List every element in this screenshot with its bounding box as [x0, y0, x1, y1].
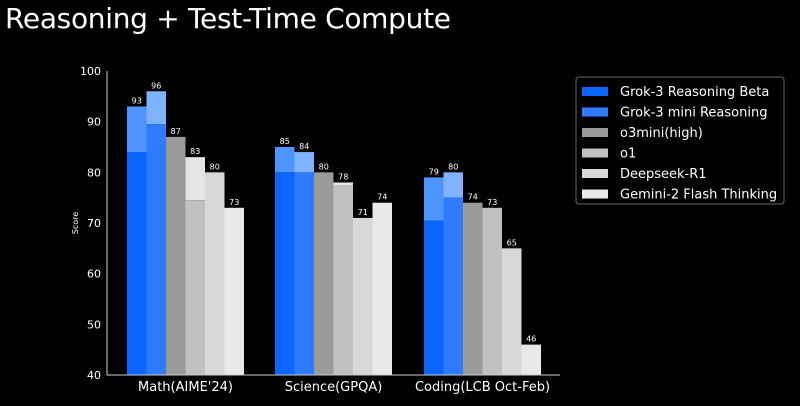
data-label: 87 [171, 127, 181, 136]
y-tick-label: 50 [87, 318, 101, 331]
x-tick-label: Coding(LCB Oct-Feb) [415, 380, 550, 395]
data-label: 80 [448, 162, 458, 171]
bar-top [424, 177, 444, 221]
legend [575, 76, 785, 205]
bar [372, 202, 392, 375]
legend-swatch [582, 107, 608, 117]
data-label: 80 [210, 162, 220, 171]
data-label: 73 [487, 198, 497, 207]
bar [333, 185, 353, 375]
legend-label: o1 [620, 147, 636, 162]
y-tick-label: 70 [87, 217, 101, 230]
slide-title: Reasoning + Test-Time Compute [5, 2, 451, 35]
bar-top [443, 172, 463, 198]
bar-top [185, 157, 205, 201]
bar [521, 344, 541, 375]
data-label: 83 [190, 147, 200, 156]
data-label: 93 [132, 96, 142, 105]
data-label: 85 [280, 137, 290, 146]
data-label: 80 [319, 162, 329, 171]
bar [146, 124, 166, 375]
legend-swatch [582, 189, 608, 199]
legend-label: o3mini(high) [620, 126, 703, 141]
y-tick-label: 80 [87, 166, 101, 179]
bar [275, 172, 295, 375]
legend-swatch [582, 87, 608, 96]
data-label: 96 [151, 81, 161, 90]
data-label: 46 [526, 335, 536, 344]
data-label: 73 [229, 198, 239, 207]
data-label: 84 [299, 142, 309, 151]
bar [127, 152, 147, 375]
data-label: 74 [377, 193, 387, 202]
bar [482, 207, 502, 375]
y-tick-label: 60 [87, 268, 101, 281]
y-axis-label: Score [71, 212, 80, 234]
bar [502, 248, 522, 375]
legend-label: Deepseek-R1 [620, 167, 707, 182]
bar [185, 200, 205, 375]
bar [205, 172, 225, 375]
bar [224, 207, 244, 375]
bar [166, 136, 186, 375]
legend-swatch [582, 148, 608, 158]
bar-top [333, 182, 353, 185]
bar-top [275, 147, 295, 173]
legend-swatch [582, 128, 608, 137]
bar-top [294, 152, 314, 173]
bar-top [127, 106, 147, 153]
y-tick-label: 40 [87, 369, 101, 382]
bar [463, 202, 483, 375]
x-tick-label: Science(GPQA) [285, 380, 383, 395]
legend-label: Grok-3 mini Reasoning [620, 106, 767, 121]
bar [424, 220, 444, 375]
bar [353, 217, 373, 375]
bar [294, 172, 314, 375]
x-tick-label: Math(AIME'24) [138, 380, 233, 395]
legend-swatch [582, 169, 608, 178]
data-label: 65 [507, 238, 517, 247]
legend-label: Grok-3 Reasoning Beta [620, 85, 769, 100]
data-label: 71 [358, 208, 368, 217]
data-label: 78 [338, 172, 348, 181]
y-tick-label: 90 [87, 116, 101, 129]
data-label: 79 [429, 167, 439, 176]
bar [443, 197, 463, 375]
y-tick-label: 100 [80, 65, 101, 78]
legend-label: Gemini-2 Flash Thinking [620, 188, 777, 203]
bar-top [146, 91, 166, 125]
bar [314, 172, 334, 375]
data-label: 74 [468, 193, 478, 202]
